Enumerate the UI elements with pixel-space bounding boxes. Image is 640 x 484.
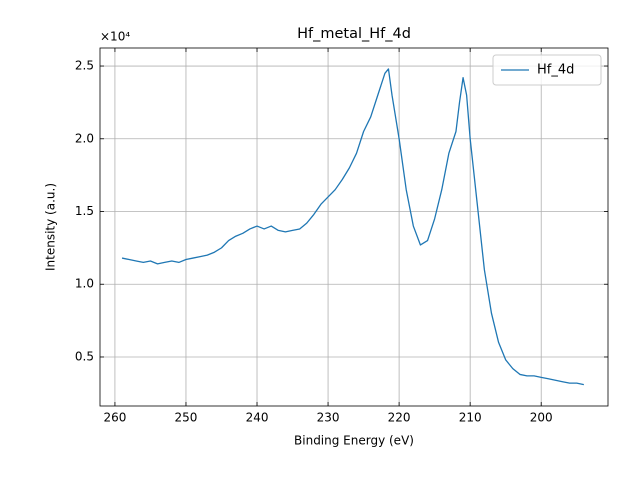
x-tick-label: 230 bbox=[317, 411, 340, 425]
y-tick-label: 1.0 bbox=[75, 277, 94, 291]
x-tick-label: 240 bbox=[246, 411, 269, 425]
legend-box bbox=[492, 54, 602, 86]
y-offset-label: ×10⁴ bbox=[100, 30, 130, 44]
x-tick-label: 220 bbox=[388, 411, 411, 425]
x-tick-label: 260 bbox=[103, 411, 126, 425]
x-tick-label: 210 bbox=[459, 411, 482, 425]
y-axis-label: Intensity (a.u.) bbox=[44, 183, 58, 271]
plot-frame bbox=[99, 47, 609, 407]
y-tick-label: 0.5 bbox=[75, 349, 94, 363]
x-axis-label: Binding Energy (eV) bbox=[294, 434, 414, 448]
data-line bbox=[121, 68, 584, 386]
legend-label: Hf_4d bbox=[537, 63, 574, 78]
x-tick-label: 200 bbox=[530, 411, 553, 425]
y-tick-label: 2.5 bbox=[75, 59, 94, 73]
y-tick-label: 2.0 bbox=[75, 131, 94, 145]
y-tick-label: 1.5 bbox=[75, 204, 94, 218]
chart-title: Hf_metal_Hf_4d bbox=[297, 26, 411, 42]
x-tick-label: 250 bbox=[175, 411, 198, 425]
